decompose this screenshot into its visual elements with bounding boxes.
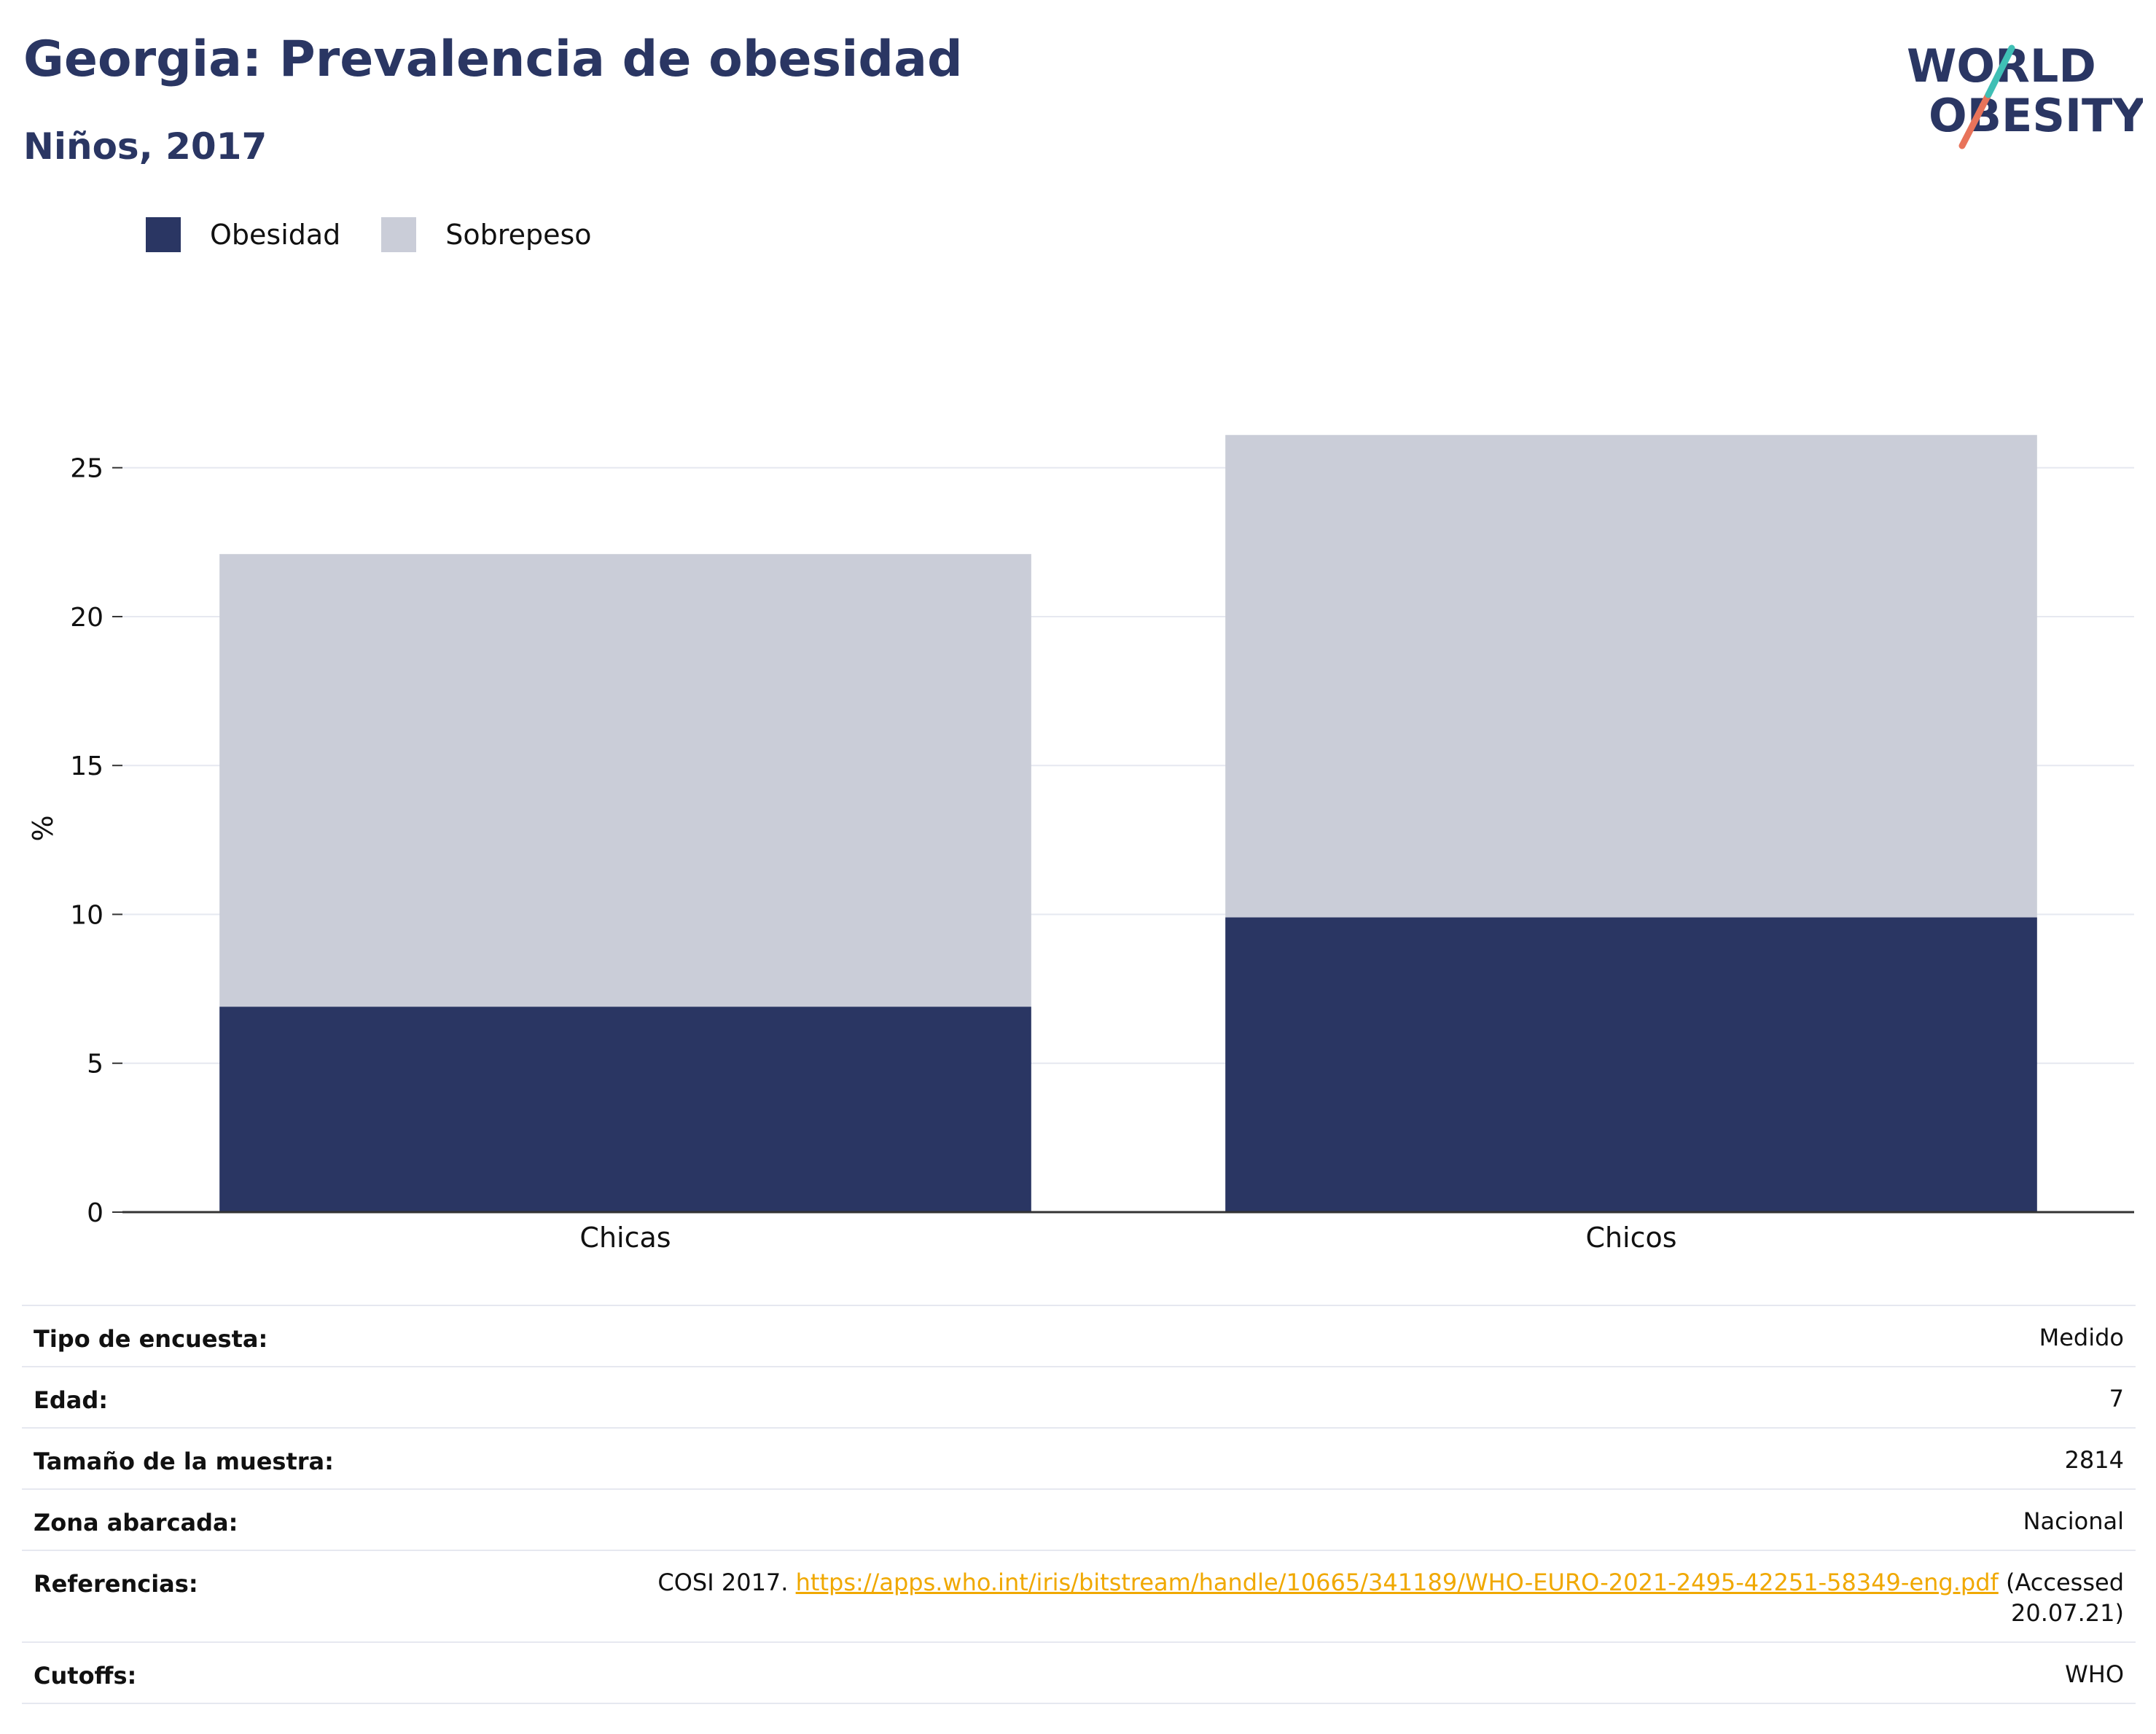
bar-sobrepeso-chicas (219, 554, 1031, 1007)
y-tick-label: 25 (70, 454, 103, 484)
references-link[interactable]: https://apps.who.int/iris/bitstream/hand… (795, 1569, 1999, 1596)
chart-subtitle: Niños, 2017 (23, 125, 267, 168)
bar-obesidad-chicos (1225, 917, 2037, 1212)
table-row-zona: Zona abarcada: Nacional (22, 1488, 2136, 1550)
legend-swatch-obesidad (146, 217, 181, 252)
references-suffix-date: 20.07.21) (2011, 1599, 2124, 1627)
references-value: COSI 2017. https://apps.who.int/iris/bit… (657, 1567, 2124, 1628)
y-tick-label: 20 (70, 603, 103, 633)
legend-label-sobrepeso: Sobrepeso (445, 219, 592, 251)
y-tick-label: 0 (87, 1198, 103, 1228)
table-row-label: Tipo de encuesta: (34, 1325, 268, 1353)
y-axis-label: % (27, 815, 59, 841)
bar-sobrepeso-chicos (1225, 434, 2037, 918)
chart-legend: Obesidad Sobrepeso (146, 217, 633, 252)
stacked-bar-chart: 0 5 10 15 20 25% Chicas Chicos (27, 434, 2134, 1254)
references-suffix: (Accessed (2005, 1569, 2124, 1596)
table-row-label: Cutoffs: (34, 1662, 137, 1690)
legend-item-obesidad[interactable]: Obesidad (146, 217, 340, 252)
table-row-value: 7 (2109, 1385, 2124, 1413)
table-row-label: Zona abarcada: (34, 1509, 238, 1536)
table-row-value: Nacional (2023, 1507, 2124, 1535)
table-row-value: WHO (2065, 1660, 2124, 1688)
table-row-value: Medido (2039, 1324, 2124, 1351)
legend-label-obesidad: Obesidad (210, 219, 341, 251)
world-obesity-logo: WORLD OBESITY (1907, 39, 2143, 149)
logo-line2: OBESITY (1929, 89, 2143, 142)
bar-obesidad-chicas (219, 1007, 1031, 1212)
table-row-cutoffs: Cutoffs: WHO (22, 1641, 2136, 1704)
references-prefix: COSI 2017. (657, 1569, 789, 1596)
table-row-tipo: Tipo de encuesta: Medido (22, 1305, 2136, 1366)
table-row-referencias: Referencias: COSI 2017. https://apps.who… (22, 1550, 2136, 1641)
x-tick-label: Chicos (1585, 1222, 1676, 1254)
chart-title: Georgia: Prevalencia de obesidad (23, 31, 963, 88)
legend-swatch-sobrepeso (381, 217, 417, 252)
legend-item-sobrepeso[interactable]: Sobrepeso (381, 217, 592, 252)
survey-info-table: Tipo de encuesta: Medido Edad: 7 Tamaño … (22, 1305, 2136, 1704)
x-tick-label: Chicas (579, 1222, 671, 1254)
y-tick-label: 10 (70, 900, 103, 930)
table-row-label: Tamaño de la muestra: (34, 1448, 334, 1475)
table-row-value: 2814 (2064, 1446, 2124, 1474)
y-tick-label: 15 (70, 751, 103, 781)
table-row-edad: Edad: 7 (22, 1366, 2136, 1427)
table-row-muestra: Tamaño de la muestra: 2814 (22, 1427, 2136, 1488)
table-row-label: Edad: (34, 1386, 109, 1414)
table-row-label: Referencias: (34, 1570, 198, 1598)
y-tick-label: 5 (87, 1050, 103, 1079)
